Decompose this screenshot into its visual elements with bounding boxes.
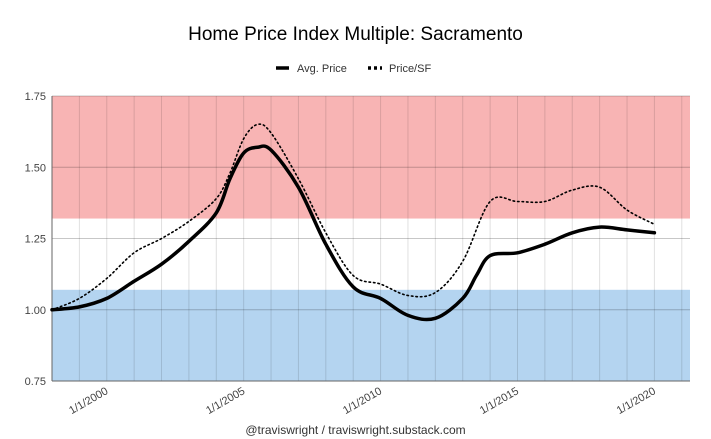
x-tick-label: 1/1/2020 [615, 385, 658, 417]
y-tick-label: 1.50 [25, 162, 46, 174]
credit-text: @traviswright / traviswright.substack.co… [245, 423, 465, 437]
x-tick-label: 1/1/2000 [67, 385, 110, 417]
plot-area: 0.75 1.00 1.25 1.50 1.75 1/1/2000 1/1/2005 1/1/… [25, 91, 690, 417]
y-tick-label: 1.00 [25, 305, 46, 317]
y-tick-label: 1.25 [25, 234, 46, 246]
x-tick-label: 1/1/2005 [204, 385, 247, 417]
band-high [52, 96, 690, 219]
x-tick-label: 1/1/2015 [478, 385, 521, 417]
x-tick-label: 1/1/2010 [341, 385, 384, 417]
legend-label-price-sf: Price/SF [389, 63, 431, 75]
legend-label-avg-price: Avg. Price [297, 63, 347, 75]
chart-title: Home Price Index Multiple: Sacramento [188, 24, 523, 45]
y-tick-label: 1.75 [25, 91, 46, 103]
series-line-price-sf [51, 123, 656, 311]
series-line-avg-price [50, 144, 657, 322]
legend: Avg. Price Price/SF [276, 63, 431, 75]
y-tick-label: 0.75 [25, 376, 46, 388]
band-low [52, 289, 690, 381]
